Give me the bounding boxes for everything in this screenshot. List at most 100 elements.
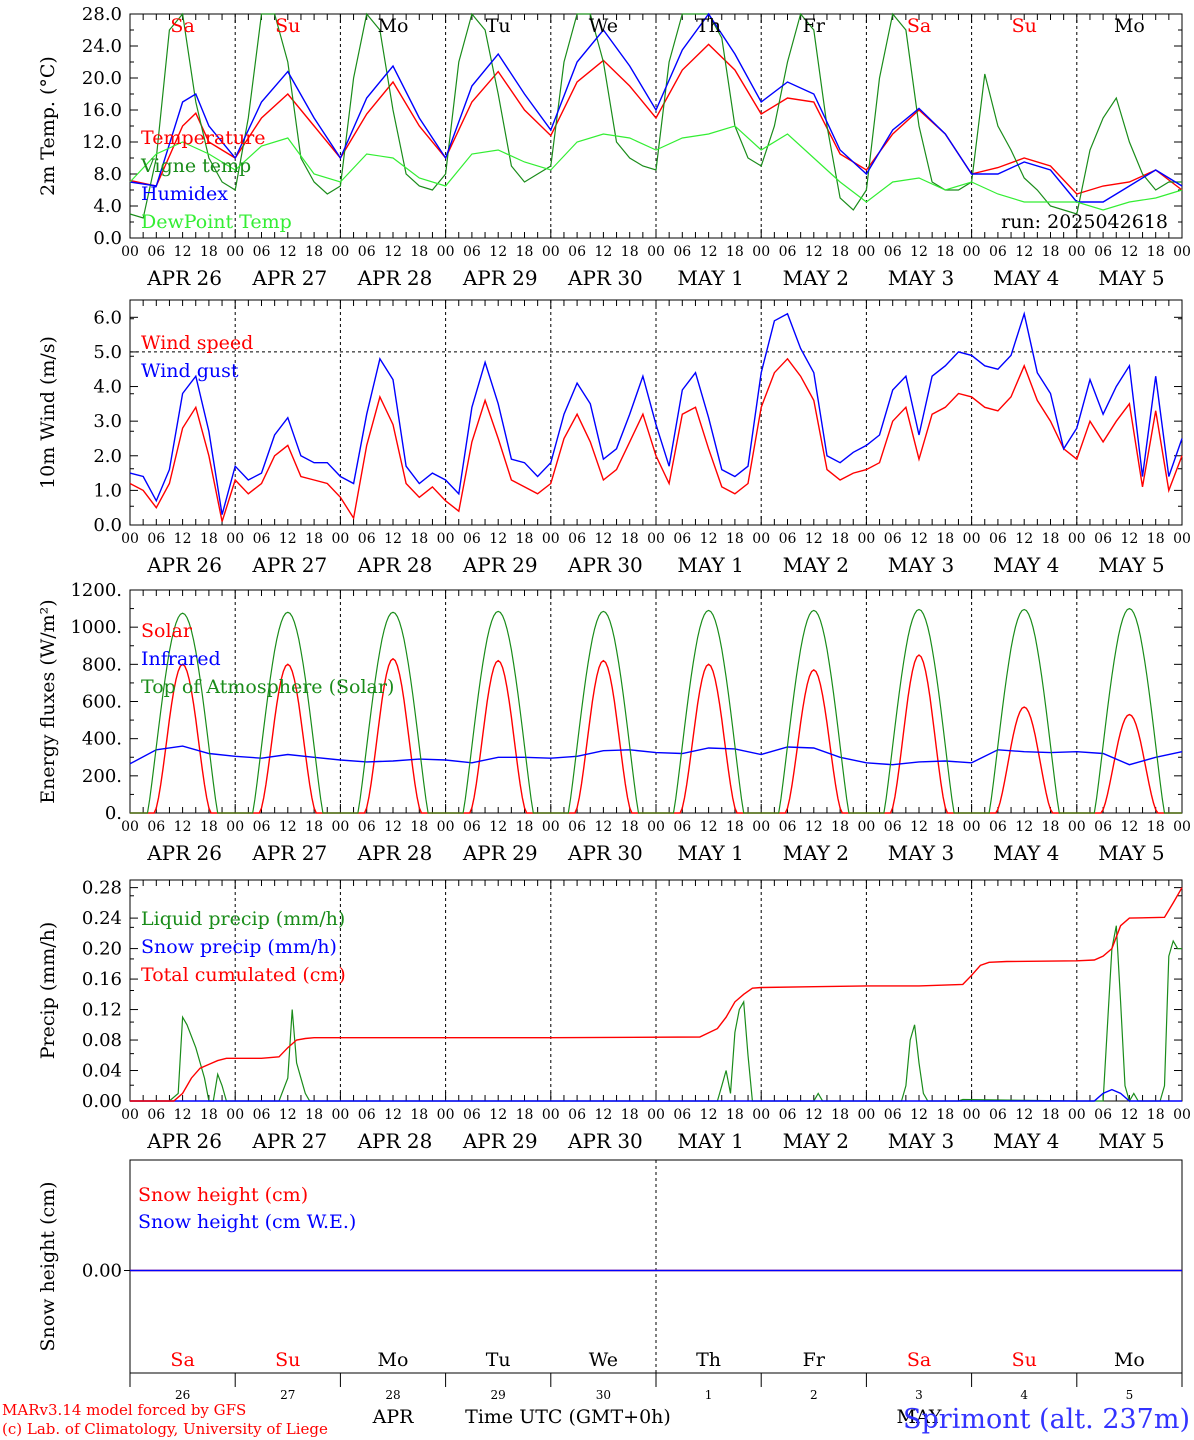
hour-tick-label: 12 — [910, 244, 928, 260]
hour-tick-label: 12 — [700, 244, 718, 260]
plot-frame — [129, 589, 1183, 814]
weekday-label: Tu — [486, 15, 511, 37]
weekday-label: We — [589, 15, 618, 37]
hour-tick-label: 00 — [226, 531, 244, 547]
day-number: 29 — [491, 1388, 506, 1402]
y-tick-label: 0.0 — [93, 228, 122, 249]
weekday-label: Mo — [378, 15, 409, 37]
weekday-label: Sa — [170, 1349, 194, 1371]
hour-tick-label: 18 — [621, 1107, 639, 1123]
hour-tick-label: 06 — [147, 531, 165, 547]
hour-tick-label: 06 — [673, 244, 691, 260]
date-label: APR 30 — [567, 1129, 643, 1153]
y-axis-label: Energy fluxes (W/m²) — [37, 599, 59, 803]
series-total-cumulated-cm — [130, 887, 1183, 1102]
hour-tick-label: 12 — [384, 819, 402, 835]
legend-entry: DewPoint Temp — [141, 211, 292, 233]
hour-tick-label: 06 — [253, 819, 271, 835]
hour-tick-label: 06 — [358, 819, 376, 835]
date-label: MAY 2 — [783, 266, 849, 290]
series-liquid-precip-mm-h — [130, 925, 1182, 1103]
hour-tick-label: 00 — [647, 244, 665, 260]
hour-tick-label: 12 — [1015, 244, 1033, 260]
hour-tick-label: 06 — [568, 1107, 586, 1123]
hour-tick-label: 12 — [279, 531, 297, 547]
weekday-label: Mo — [378, 1349, 409, 1371]
hour-tick-label: 00 — [121, 531, 139, 547]
y-tick-label: 0.00 — [82, 1261, 122, 1282]
hour-tick-label: 18 — [410, 1107, 428, 1123]
hour-tick-label: 00 — [963, 244, 981, 260]
date-label: MAY 4 — [993, 1129, 1059, 1153]
hour-tick-label: 18 — [831, 819, 849, 835]
legend-entry: Temperature — [141, 127, 265, 149]
hour-tick-label: 06 — [568, 531, 586, 547]
hour-tick-label: 00 — [1173, 1107, 1191, 1123]
hour-tick-label: 18 — [936, 531, 954, 547]
hour-tick-label: 12 — [910, 531, 928, 547]
hour-tick-label: 18 — [831, 531, 849, 547]
date-label: APR 26 — [146, 266, 222, 290]
hour-tick-label: 12 — [489, 244, 507, 260]
hour-tick-label: 06 — [779, 244, 797, 260]
hour-tick-label: 12 — [279, 819, 297, 835]
date-label: APR 29 — [462, 266, 538, 290]
hour-tick-label: 06 — [358, 1107, 376, 1123]
hour-tick-label: 12 — [1015, 819, 1033, 835]
footer: MARv3.14 model forced by GFS (c) Lab. of… — [2, 1401, 1190, 1438]
date-label: APR 28 — [357, 1129, 433, 1153]
hour-tick-label: 12 — [174, 819, 192, 835]
legend-entry: Snow precip (mm/h) — [141, 936, 337, 958]
series-dewpoint-temp — [129, 125, 1183, 211]
hour-tick-label: 06 — [568, 244, 586, 260]
hour-tick-label: 18 — [936, 819, 954, 835]
hour-tick-label: 06 — [989, 819, 1007, 835]
day-number: 2 — [810, 1388, 818, 1402]
weekday-label: Su — [275, 15, 300, 37]
weekday-label: Fr — [803, 15, 826, 37]
date-label: APR 30 — [567, 266, 643, 290]
hour-tick-label: 18 — [726, 531, 744, 547]
y-tick-label: 3.0 — [93, 411, 122, 432]
legend-entry: Humidex — [141, 183, 228, 205]
hour-tick-label: 12 — [489, 819, 507, 835]
legend-entry: Top of Atmosphere (Solar) — [141, 676, 394, 698]
weekday-label: Fr — [803, 1349, 826, 1371]
hour-tick-label: 12 — [174, 531, 192, 547]
hour-tick-label: 12 — [174, 244, 192, 260]
weekday-label: Th — [696, 1349, 721, 1371]
hour-tick-label: 00 — [1173, 819, 1191, 835]
hour-tick-label: 00 — [226, 244, 244, 260]
hour-tick-label: 06 — [1094, 531, 1112, 547]
hour-tick-label: 12 — [279, 1107, 297, 1123]
hour-tick-label: 12 — [1015, 1107, 1033, 1123]
hour-tick-label: 18 — [1147, 1107, 1165, 1123]
hour-tick-label: 12 — [1015, 531, 1033, 547]
time-axis-label: Time UTC (GMT+0h) — [465, 1406, 671, 1428]
hour-tick-label: 12 — [805, 819, 823, 835]
series-top-of-atmosphere-solar — [130, 607, 1182, 814]
site-label: Sprimont (alt. 237m) — [903, 1404, 1190, 1435]
y-tick-label: 28.0 — [82, 4, 122, 25]
y-tick-label: 1200. — [70, 580, 122, 601]
hour-tick-label: 00 — [857, 819, 875, 835]
y-tick-label: 4.0 — [93, 377, 122, 398]
hour-tick-label: 06 — [253, 244, 271, 260]
hour-tick-label: 12 — [1120, 1107, 1138, 1123]
hour-tick-label: 18 — [516, 531, 534, 547]
y-tick-label: 16.0 — [82, 100, 122, 121]
hour-tick-label: 18 — [1147, 531, 1165, 547]
hour-tick-label: 18 — [516, 244, 534, 260]
hour-tick-label: 00 — [857, 1107, 875, 1123]
hour-tick-label: 00 — [331, 244, 349, 260]
weekday-label: Sa — [170, 15, 194, 37]
hour-tick-label: 06 — [253, 531, 271, 547]
hour-tick-label: 00 — [331, 819, 349, 835]
hour-tick-label: 00 — [437, 244, 455, 260]
hour-tick-label: 18 — [1042, 531, 1060, 547]
y-tick-label: 800. — [82, 654, 122, 675]
y-tick-label: 0. — [105, 803, 122, 824]
hour-tick-label: 06 — [358, 531, 376, 547]
hour-tick-label: 12 — [384, 531, 402, 547]
hour-tick-label: 00 — [226, 819, 244, 835]
